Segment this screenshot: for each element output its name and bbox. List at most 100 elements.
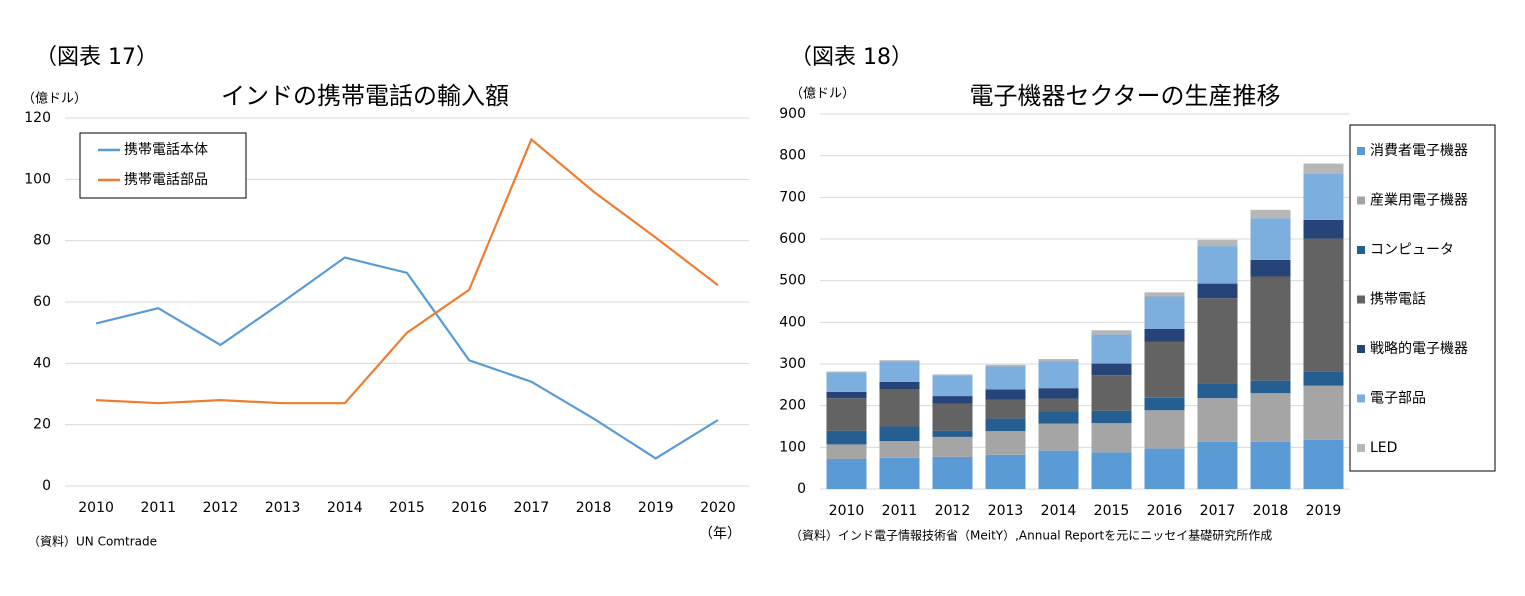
bar-segment <box>826 459 867 489</box>
bar-segment <box>1144 448 1185 489</box>
x-tick-label: 2011 <box>140 500 176 516</box>
bar-segment <box>1091 452 1132 489</box>
x-tick-label: 2019 <box>638 500 674 516</box>
bar-segment <box>1038 388 1079 399</box>
bar-segment <box>879 360 920 362</box>
y-tick-label: 60 <box>33 294 51 310</box>
bar-segment <box>985 454 1026 489</box>
y-tick-label: 0 <box>42 478 51 494</box>
y-tick-label: 0 <box>797 481 806 497</box>
bar-segment <box>932 430 973 437</box>
legend-swatch <box>1357 394 1365 403</box>
bar-segment <box>1144 296 1185 329</box>
legend-label: 電子部品 <box>1370 391 1426 407</box>
legend-box <box>79 132 247 199</box>
chart-title: 電子機器セクターの生産推移 <box>969 82 1280 110</box>
bar-segment <box>879 426 920 442</box>
bar-segment <box>1197 383 1238 399</box>
x-tick-label: 2013 <box>265 500 301 516</box>
legend-swatch <box>1357 444 1365 452</box>
bar-segment <box>985 366 1026 390</box>
y-tick-label: 600 <box>779 231 806 247</box>
y-tick-label: 700 <box>779 189 806 205</box>
bar-segment <box>932 375 973 397</box>
bar-segment <box>1250 276 1291 381</box>
bar-segment <box>1250 380 1291 394</box>
y-tick-label: 500 <box>779 273 806 289</box>
x-tick-label: 2012 <box>203 500 239 516</box>
x-tick-label: 2012 <box>935 503 971 519</box>
bar-segment <box>1197 239 1238 247</box>
bar-segment <box>1303 174 1344 220</box>
x-tick-label: 2011 <box>882 503 918 519</box>
bar-segment <box>1038 450 1079 489</box>
x-tick-label: 2010 <box>78 500 114 516</box>
x-tick-label: 2016 <box>1147 503 1183 519</box>
x-tick-label: 2020 <box>700 500 736 516</box>
y-tick-label: 120 <box>24 110 51 126</box>
bar-segment <box>985 364 1026 367</box>
bar-segment <box>932 436 973 457</box>
bar-segment <box>1091 410 1132 424</box>
bar-segment <box>1091 330 1132 335</box>
legend-label: 携帯電話 <box>1370 291 1426 308</box>
bar-segment <box>1091 363 1132 376</box>
bar-segment <box>1197 441 1238 489</box>
x-tick-label: 2019 <box>1306 503 1342 519</box>
y-tick-label: 400 <box>779 314 806 330</box>
bar-segment <box>932 456 973 489</box>
y-tick-label: 200 <box>779 398 806 414</box>
bar-segment <box>985 431 1026 455</box>
source: （資料）インド電子情報技術省（MeitY）,Annual Reportを元にニッ… <box>790 528 1272 543</box>
bar-segment <box>1303 439 1344 489</box>
x-tick-label: 2014 <box>1041 503 1077 519</box>
bar-segment <box>1038 359 1079 362</box>
y-tick-label: 800 <box>779 148 806 164</box>
bar-segment <box>985 418 1026 432</box>
bar-segment <box>1144 397 1185 411</box>
y-tick-label: 100 <box>779 439 806 455</box>
bar-segment <box>1144 329 1185 342</box>
y-unit: （億ドル） <box>22 91 87 107</box>
x-tick-label: 2015 <box>1094 503 1130 519</box>
bar-segment <box>1144 292 1185 297</box>
bar-segment <box>1303 219 1344 239</box>
y-tick-label: 20 <box>33 417 51 433</box>
bar-segment <box>1250 209 1291 219</box>
bar-segment <box>879 389 920 427</box>
line <box>96 137 719 405</box>
bar-segment <box>1303 385 1344 440</box>
legend-box <box>1349 124 1496 472</box>
legend-label: 産業用電子機器 <box>1370 193 1468 209</box>
source: （資料）UN Comtrade <box>28 535 157 549</box>
chart-title: インドの携帯電話の輸入額 <box>221 82 509 110</box>
bar-segment <box>826 444 867 459</box>
y-unit: （億ドル） <box>790 86 855 102</box>
legend-label: 戦略的電子機器 <box>1370 341 1468 357</box>
legend-label: 携帯電話部品 <box>124 171 208 188</box>
bar-segment <box>826 398 867 431</box>
bar-segment <box>1038 361 1079 389</box>
y-tick-label: 900 <box>779 106 806 122</box>
figure-label: （図表 17） <box>35 45 158 70</box>
bar-segment <box>932 396 973 404</box>
legend-swatch <box>1357 147 1365 155</box>
legend-label: LED <box>1370 440 1397 456</box>
bar-segment <box>879 457 920 489</box>
bar-segment <box>1250 441 1291 489</box>
y-tick-label: 100 <box>24 171 51 187</box>
x-tick-label: 2016 <box>451 500 487 516</box>
legend-label: 携帯電話本体 <box>124 141 208 158</box>
bar-segment <box>1091 334 1132 364</box>
x-tick-label: 2014 <box>327 500 363 516</box>
x-unit: （年） <box>699 526 741 542</box>
bar-segment <box>1250 259 1291 277</box>
legend-swatch <box>1357 196 1365 205</box>
bar-segment <box>1038 398 1079 412</box>
bar-segment <box>1197 283 1238 299</box>
bar-segment <box>1038 423 1079 451</box>
legend-label: 消費者電子機器 <box>1370 143 1468 159</box>
bar-segment <box>1197 298 1238 384</box>
bar-segment <box>1197 398 1238 442</box>
x-tick-label: 2018 <box>1253 503 1289 519</box>
